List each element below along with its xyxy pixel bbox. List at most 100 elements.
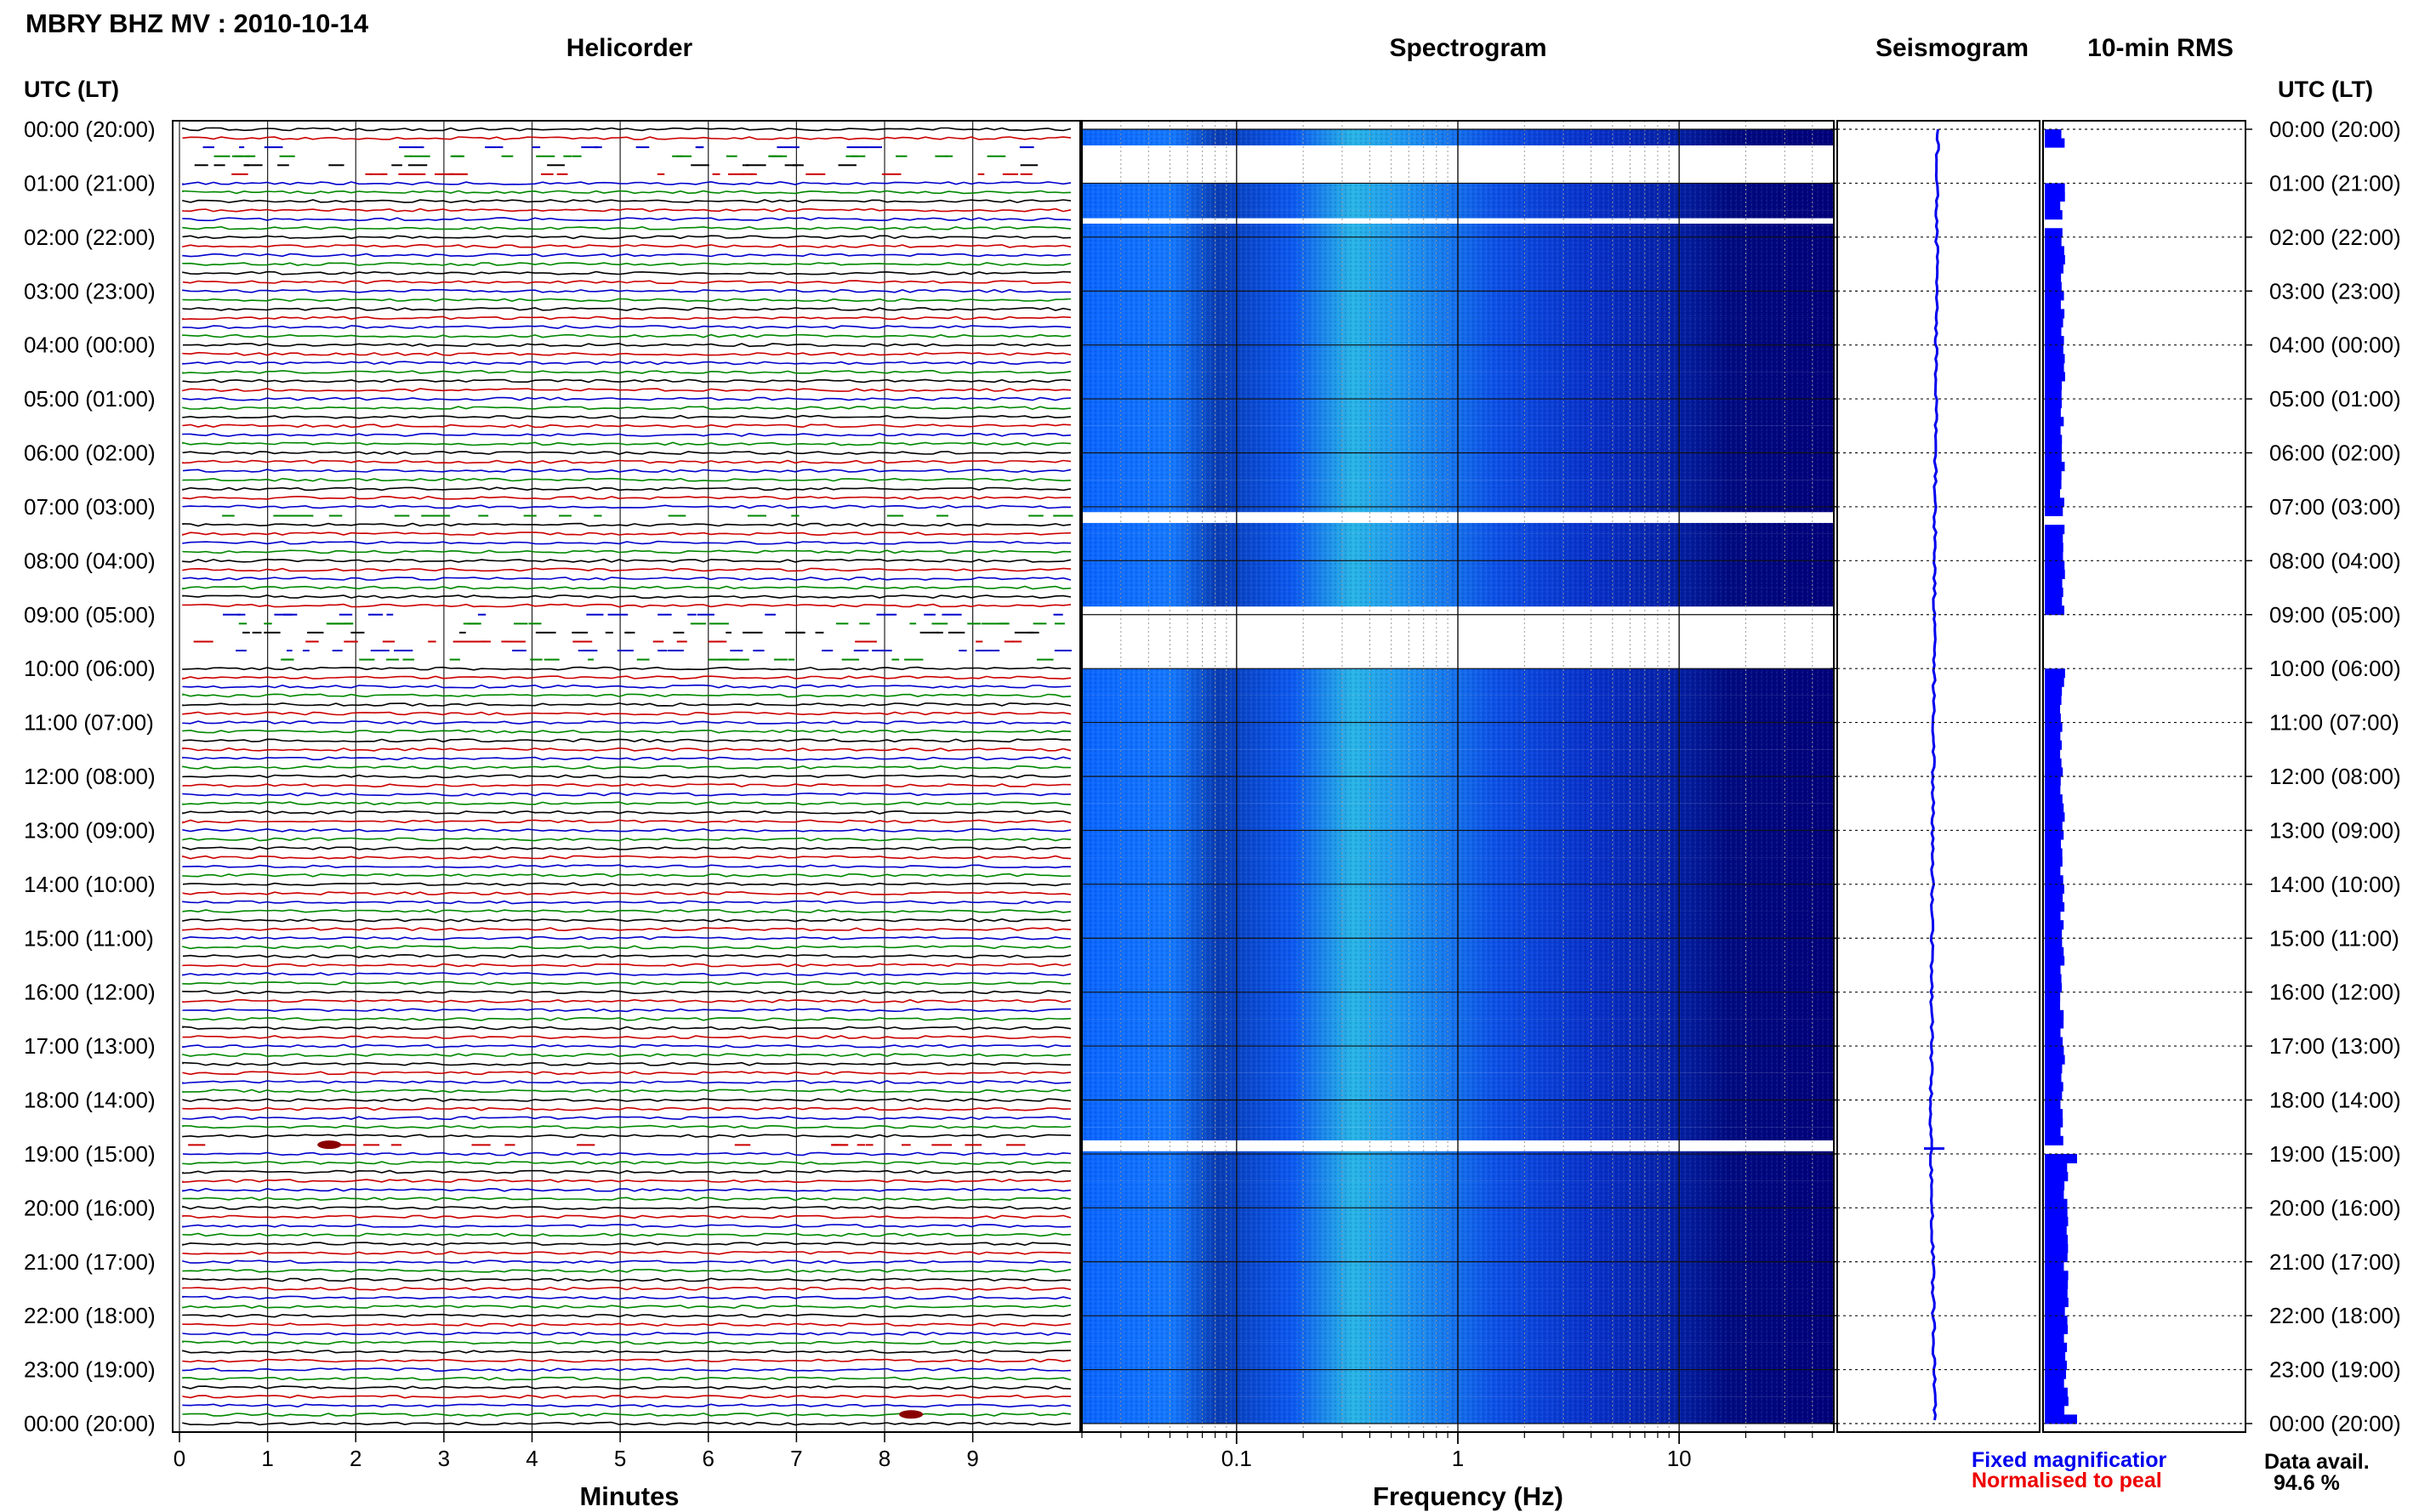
rms-bar bbox=[2045, 983, 2063, 993]
helicorder-trace bbox=[182, 1205, 1072, 1210]
helicorder-trace bbox=[182, 1214, 1072, 1219]
helicorder-trace bbox=[182, 396, 1072, 401]
rms-bar bbox=[2045, 596, 2063, 606]
hour-label-right: 11:00 (07:00) bbox=[2269, 710, 2399, 736]
hour-label-left: 02:00 (22:00) bbox=[24, 225, 156, 250]
helicorder-trace bbox=[182, 1313, 1072, 1318]
rms-bar bbox=[2045, 1235, 2069, 1245]
hour-label-right: 20:00 (16:00) bbox=[2269, 1195, 2401, 1220]
helicorder-trace bbox=[182, 190, 1072, 195]
hour-label-right: 06:00 (02:00) bbox=[2269, 441, 2401, 466]
helicorder-trace bbox=[182, 136, 1072, 140]
helicorder-trace bbox=[182, 567, 1072, 572]
rms-bar bbox=[2045, 803, 2064, 813]
helicorder-panel bbox=[172, 120, 1081, 1433]
rms-bar bbox=[2045, 1216, 2069, 1226]
rms-bar bbox=[2045, 273, 2062, 283]
rms-bar bbox=[2045, 543, 2063, 553]
rms-bar bbox=[2045, 794, 2063, 804]
rms-bar bbox=[2045, 525, 2065, 535]
frequency-axis-label: Frequency (Hz) bbox=[1373, 1481, 1563, 1511]
seismic-event-marker bbox=[899, 1410, 924, 1419]
rms-bar bbox=[2045, 731, 2061, 742]
helicorder-trace bbox=[182, 1224, 1072, 1228]
rms-bar bbox=[2045, 1100, 2061, 1110]
helicorder-trace bbox=[182, 406, 1072, 411]
helicorder-trace bbox=[182, 1394, 1072, 1399]
rms-bar bbox=[2045, 1387, 2068, 1397]
rms-bar bbox=[2045, 317, 2063, 328]
helicorder-trace bbox=[182, 972, 1072, 976]
helicorder-trace bbox=[182, 1187, 1072, 1192]
helicorder-trace bbox=[182, 1089, 1072, 1094]
helicorder-trace bbox=[182, 1305, 1072, 1310]
hour-label-right: 03:00 (23:00) bbox=[2269, 278, 2401, 304]
helicorder-trace bbox=[182, 451, 1072, 455]
hour-label-left: 08:00 (04:00) bbox=[24, 548, 156, 573]
helicorder-trace bbox=[182, 270, 1072, 276]
left-utc-label: UTC (LT) bbox=[24, 77, 119, 102]
rms-bar bbox=[2045, 569, 2065, 579]
rms-bar bbox=[2045, 1046, 2064, 1056]
helicorder-trace bbox=[182, 1331, 1072, 1336]
hour-label-left: 18:00 (14:00) bbox=[24, 1088, 156, 1113]
helicorder-trace bbox=[182, 1043, 1072, 1049]
helicorder-trace bbox=[182, 827, 1072, 833]
rms-bar bbox=[2045, 938, 2063, 948]
helicorder-trace bbox=[182, 1242, 1072, 1247]
rms-bar bbox=[2045, 1253, 2068, 1263]
helicorder-trace bbox=[182, 693, 1072, 698]
hour-label-right: 02:00 (22:00) bbox=[2269, 225, 2401, 250]
frequency-tick-label: 10 bbox=[1667, 1446, 1692, 1471]
rms-bar bbox=[2045, 191, 2065, 202]
legend-fixed-magnification: Fixed magnificatior bbox=[1972, 1448, 2166, 1472]
minute-tick-label: 8 bbox=[879, 1446, 891, 1471]
helicorder-trace bbox=[182, 1151, 1072, 1157]
rms-bar bbox=[2045, 884, 2064, 894]
helicorder-trace bbox=[182, 1277, 1072, 1282]
helicorder-trace bbox=[182, 747, 1072, 752]
helicorder-trace bbox=[182, 1287, 1072, 1291]
helicorder-trace bbox=[182, 280, 1072, 285]
rms-bar bbox=[2045, 372, 2065, 382]
helicorder-trace bbox=[182, 594, 1072, 600]
helicorder-trace bbox=[182, 1250, 1072, 1255]
hour-label-right: 21:00 (17:00) bbox=[2269, 1249, 2401, 1275]
rms-bar bbox=[2045, 677, 2064, 687]
hour-label-right: 12:00 (08:00) bbox=[2269, 764, 2401, 789]
rms-bar bbox=[2045, 866, 2061, 876]
helicorder-trace bbox=[182, 298, 1072, 303]
helicorder-trace bbox=[182, 315, 1072, 321]
helicorder-trace bbox=[182, 1116, 1072, 1121]
helicorder-trace bbox=[182, 1098, 1072, 1102]
helicorder-trace bbox=[182, 325, 1072, 329]
helicorder-trace bbox=[182, 1322, 1072, 1327]
rms-bar bbox=[2045, 1054, 2065, 1065]
rms-bar bbox=[2045, 425, 2061, 435]
rms-bar bbox=[2045, 578, 2063, 588]
rms-bar bbox=[2045, 920, 2064, 930]
rms-bar bbox=[2045, 1190, 2064, 1200]
helicorder-trace bbox=[182, 1340, 1072, 1345]
rms-bar bbox=[2045, 443, 2063, 453]
rms-bar bbox=[2045, 857, 2063, 867]
rms-bar bbox=[2045, 1270, 2069, 1281]
helicorder-trace bbox=[182, 441, 1072, 446]
right-utc-label: UTC (LT) bbox=[2278, 77, 2373, 102]
rms-bar bbox=[2045, 1180, 2065, 1191]
rms-bar bbox=[2045, 1243, 2069, 1253]
data-availability-label: Data avail. bbox=[2264, 1450, 2370, 1474]
helicorder-trace bbox=[182, 1026, 1072, 1031]
hour-label-right: 07:00 (03:00) bbox=[2269, 494, 2401, 520]
rms-bar bbox=[2045, 1306, 2065, 1316]
minute-tick-label: 7 bbox=[790, 1446, 802, 1471]
rms-bar bbox=[2045, 462, 2065, 472]
rms-bar bbox=[2045, 1090, 2063, 1100]
helicorder-trace bbox=[182, 846, 1072, 850]
helicorder-trace bbox=[182, 998, 1072, 1003]
hour-label-left: 04:00 (00:00) bbox=[24, 333, 156, 358]
rms-bar bbox=[2045, 1162, 2068, 1173]
hour-label-left: 22:00 (18:00) bbox=[24, 1303, 156, 1328]
hour-label-left: 23:00 (19:00) bbox=[24, 1357, 156, 1383]
helicorder-title: Helicorder bbox=[566, 34, 693, 62]
